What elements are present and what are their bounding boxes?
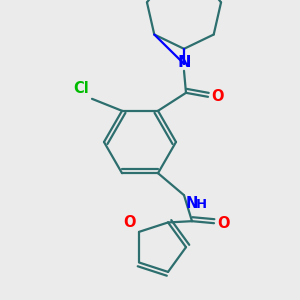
Text: O: O bbox=[124, 215, 136, 230]
Text: N: N bbox=[186, 196, 198, 211]
Text: O: O bbox=[211, 89, 224, 104]
Text: N: N bbox=[177, 55, 191, 70]
Text: H: H bbox=[196, 198, 207, 211]
Text: Cl: Cl bbox=[73, 81, 89, 96]
Text: O: O bbox=[217, 216, 230, 231]
